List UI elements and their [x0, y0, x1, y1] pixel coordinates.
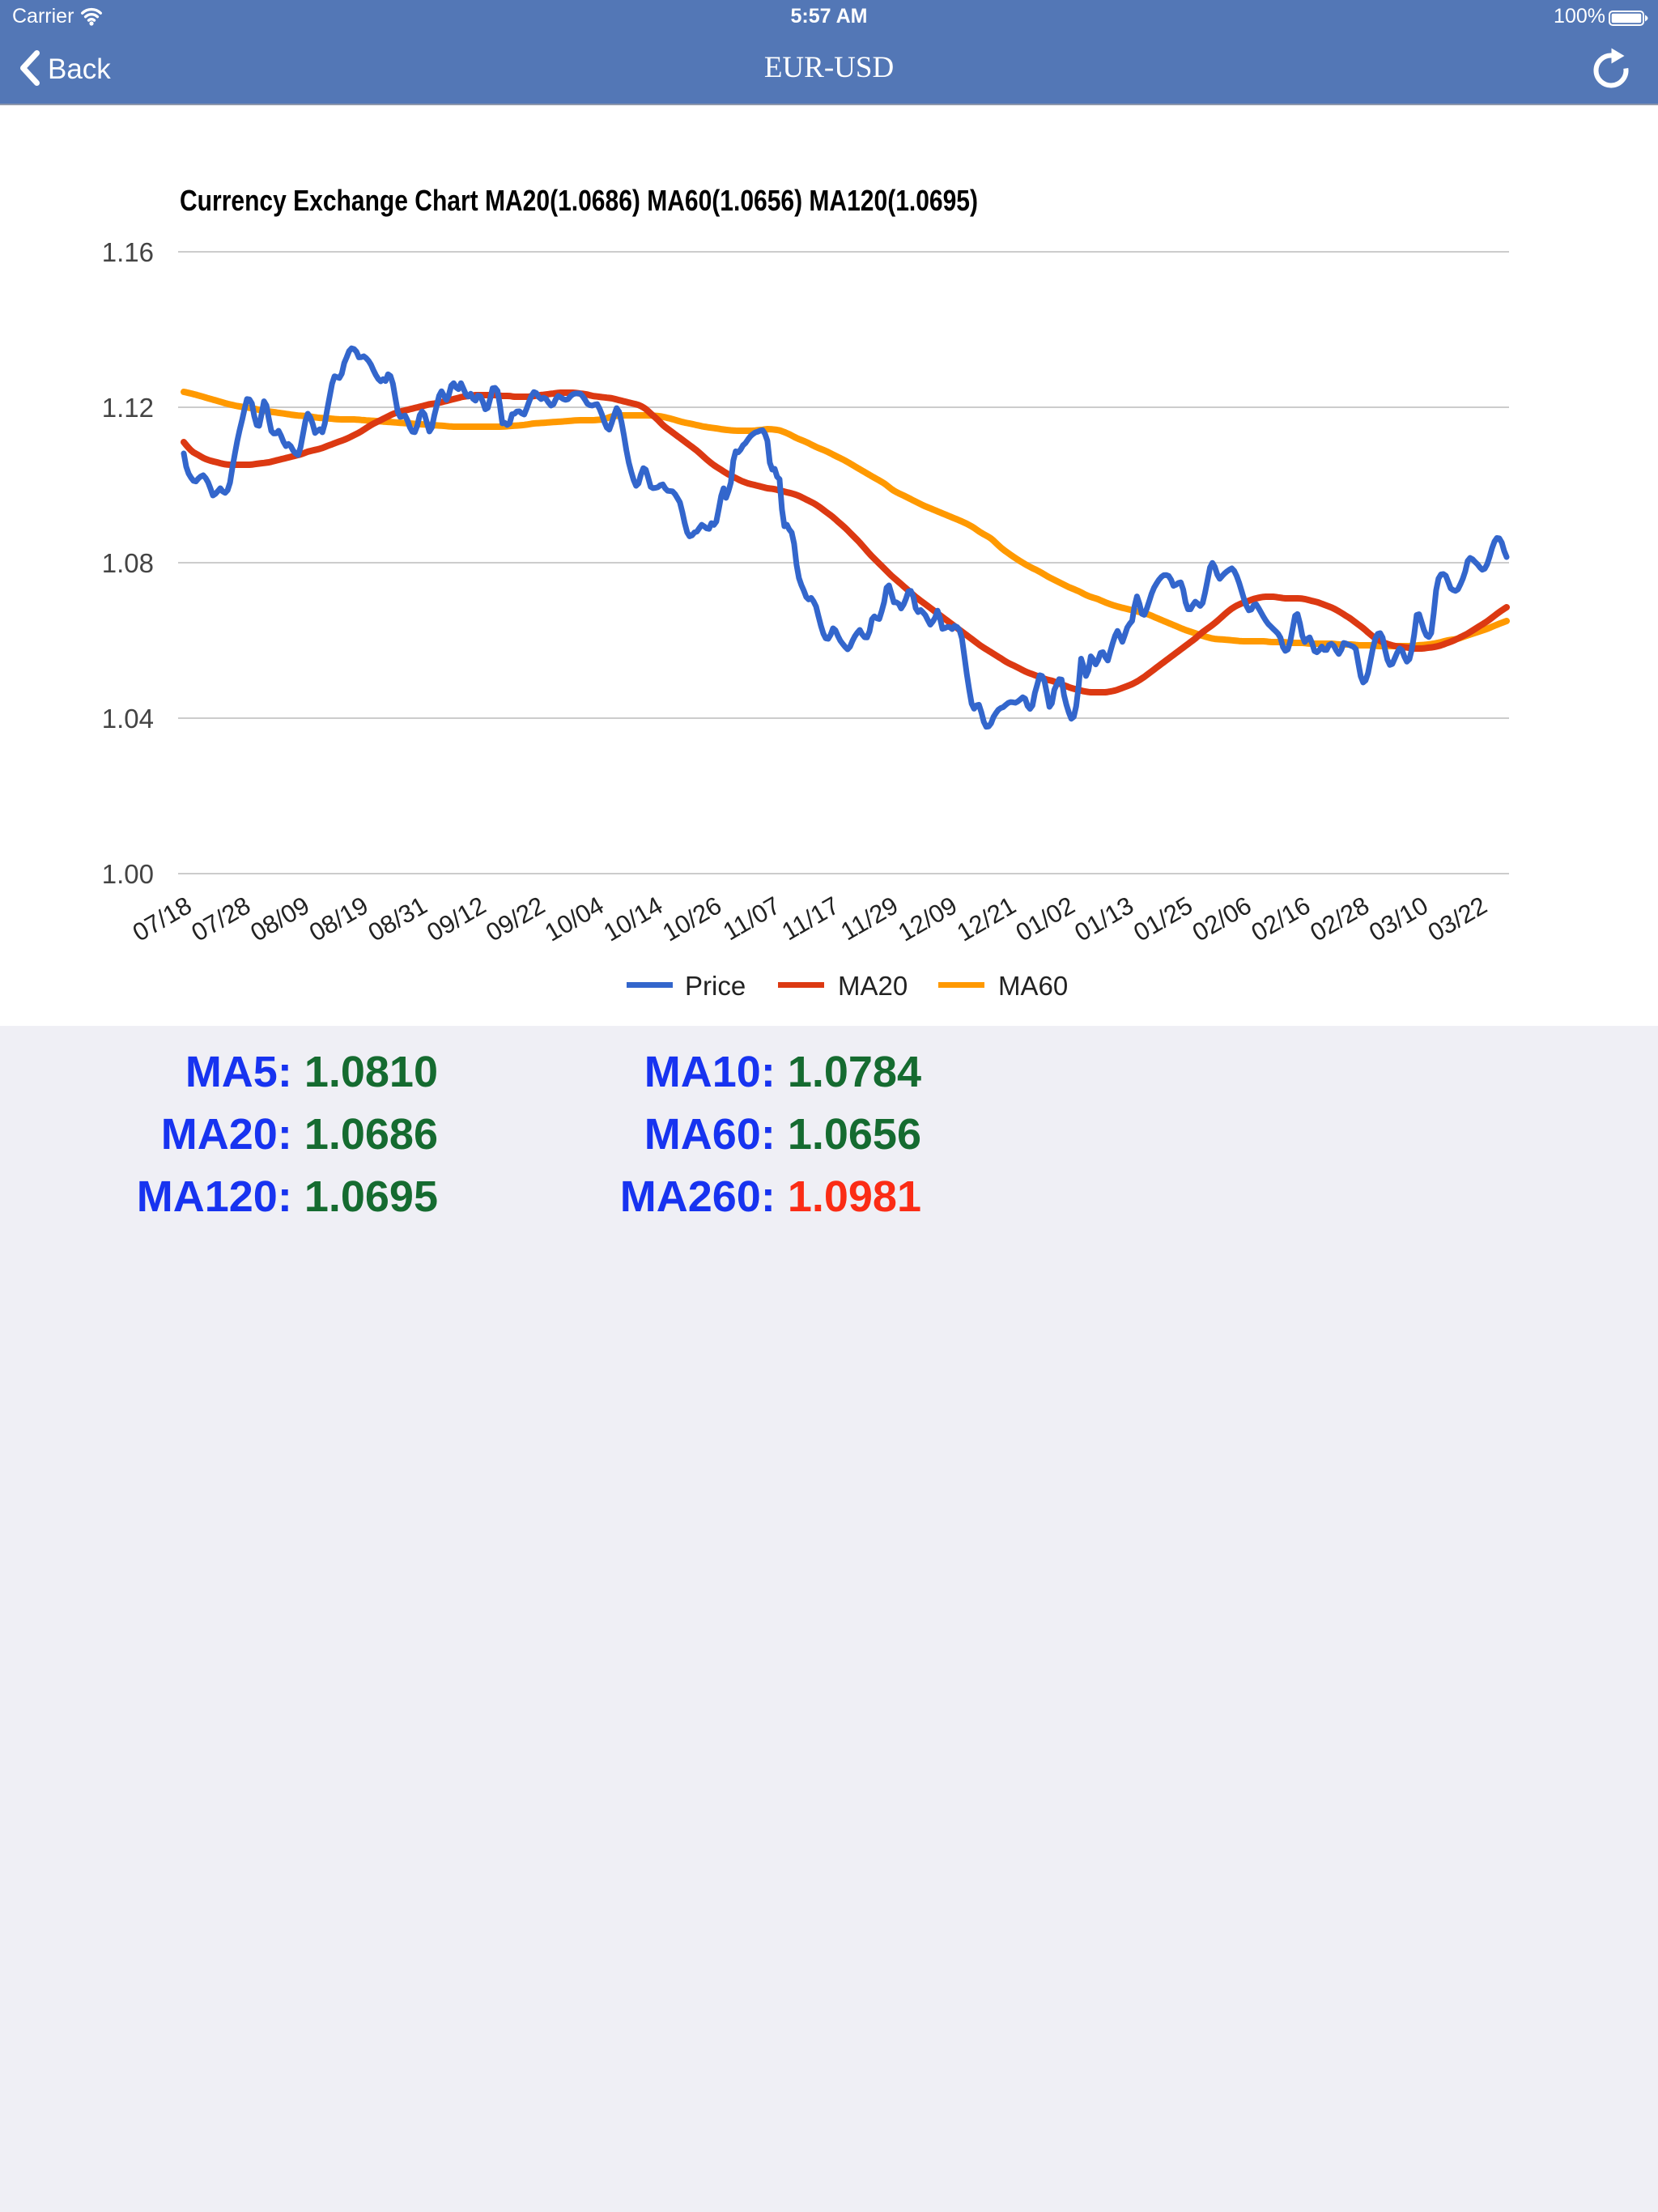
svg-text:08/09: 08/09: [245, 891, 314, 946]
svg-text:02/06: 02/06: [1188, 891, 1256, 946]
svg-text:07/18: 07/18: [128, 891, 197, 946]
svg-text:01/02: 01/02: [1011, 891, 1080, 946]
svg-text:10/04: 10/04: [540, 891, 609, 946]
svg-text:09/22: 09/22: [481, 891, 550, 946]
svg-text:12/21: 12/21: [952, 891, 1021, 946]
svg-text:10/14: 10/14: [599, 891, 668, 946]
svg-text:08/19: 08/19: [304, 891, 373, 946]
svg-text:MA20: MA20: [838, 971, 908, 1001]
svg-text:1.08: 1.08: [102, 548, 154, 578]
svg-text:11/07: 11/07: [718, 891, 785, 946]
svg-text:1.00: 1.00: [102, 859, 154, 889]
svg-text:03/10: 03/10: [1364, 891, 1433, 946]
svg-text:10/26: 10/26: [657, 891, 726, 946]
svg-text:01/25: 01/25: [1129, 891, 1197, 946]
svg-text:01/13: 01/13: [1069, 891, 1138, 946]
svg-text:12/09: 12/09: [893, 891, 962, 946]
svg-text:03/22: 03/22: [1423, 891, 1492, 946]
svg-text:02/28: 02/28: [1305, 891, 1374, 946]
svg-text:09/12: 09/12: [422, 891, 491, 946]
svg-text:1.16: 1.16: [102, 237, 154, 267]
svg-text:07/28: 07/28: [187, 891, 256, 946]
svg-text:08/31: 08/31: [363, 891, 432, 946]
svg-text:1.12: 1.12: [102, 393, 154, 423]
svg-text:Currency Exchange Chart MA20(1: Currency Exchange Chart MA20(1.0686) MA6…: [180, 184, 978, 217]
svg-text:MA60: MA60: [998, 971, 1068, 1001]
svg-text:Price: Price: [685, 971, 746, 1001]
svg-text:11/17: 11/17: [777, 891, 844, 946]
svg-text:11/29: 11/29: [836, 891, 903, 946]
svg-text:1.04: 1.04: [102, 704, 154, 734]
svg-text:02/16: 02/16: [1247, 891, 1316, 946]
